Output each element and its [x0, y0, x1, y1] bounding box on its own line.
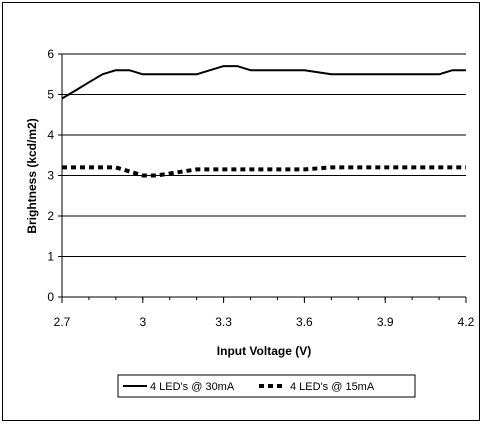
x-tick-label: 2.7	[54, 315, 71, 329]
x-tick-label: 3.6	[296, 315, 313, 329]
tick-labels: 0 1 2 3 4 5 6 2.7 3 3.3 3.6 3.9 4.2	[47, 47, 474, 329]
legend: 4 LED's @ 30mA 4 LED's @ 15mA	[117, 374, 416, 398]
y-tick-label: 2	[47, 209, 54, 223]
y-tick-label: 0	[47, 290, 54, 304]
grid-layer	[62, 53, 466, 257]
y-tick-label: 4	[47, 128, 54, 142]
axes-layer	[58, 53, 467, 303]
y-tick-label: 5	[47, 88, 54, 102]
x-tick-label: 3.9	[377, 315, 394, 329]
legend-label-30ma: 4 LED's @ 30mA	[150, 381, 235, 393]
x-tick-label: 4.2	[458, 315, 475, 329]
y-axis-title: Brightness (kcd/m2)	[25, 118, 39, 233]
y-tick-label: 6	[47, 47, 54, 61]
chart-frame	[2, 2, 480, 421]
y-tick-label: 3	[47, 169, 54, 183]
series-layer	[61, 65, 466, 178]
x-tick-label: 3.3	[215, 315, 232, 329]
series-line-30ma	[61, 65, 466, 100]
series-line-15ma	[62, 165, 466, 178]
x-tick-label: 3	[139, 315, 146, 329]
y-tick-label: 1	[47, 250, 54, 264]
x-axis-title: Input Voltage (V)	[217, 344, 311, 358]
legend-label-15ma: 4 LED's @ 15mA	[290, 381, 375, 393]
legend-box	[117, 374, 416, 398]
